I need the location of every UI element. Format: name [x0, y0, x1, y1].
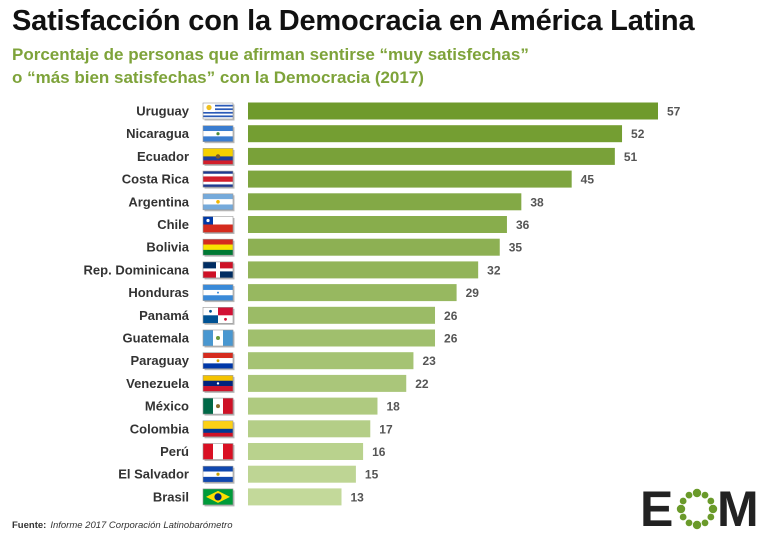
- peru-flag-icon: [202, 443, 235, 461]
- data-label: 57: [667, 105, 681, 119]
- data-label: 26: [444, 309, 458, 323]
- dominican-republic-flag-icon: [202, 261, 235, 280]
- eom-logo: E M: [640, 484, 759, 530]
- logo-dot: [685, 491, 693, 499]
- data-label: 32: [487, 263, 501, 277]
- category-label: Rep. Dominicana: [84, 262, 190, 277]
- bar-venezuela: [248, 374, 407, 392]
- bar-bolivia: [248, 238, 500, 256]
- category-label: Colombia: [130, 421, 190, 436]
- logo-dot: [701, 519, 709, 527]
- logo-dot: [676, 504, 686, 514]
- bar-honduras: [248, 284, 457, 302]
- bar-argentina: [248, 193, 522, 211]
- colombia-flag-icon: [202, 420, 235, 439]
- data-label: 18: [386, 400, 400, 414]
- nicaragua-flag-icon: [202, 125, 235, 144]
- category-label: Perú: [160, 444, 189, 459]
- paraguay-flag-icon: [202, 352, 235, 371]
- category-label: México: [145, 399, 189, 414]
- bar-per-: [248, 443, 364, 460]
- logo-letter-m: M: [717, 484, 759, 530]
- bar-rep-dominicana: [248, 261, 479, 279]
- bar-uruguay: [248, 102, 658, 120]
- data-label: 13: [351, 490, 365, 504]
- guatemala-flag-icon: [202, 329, 235, 348]
- brazil-flag-icon: [202, 488, 235, 507]
- chart-subtitle: Porcentaje de personas que afirman senti…: [12, 43, 529, 89]
- logo-dot: [707, 497, 715, 505]
- data-label: 16: [372, 445, 386, 459]
- category-label: Bolivia: [146, 240, 189, 255]
- category-label: Venezuela: [126, 376, 190, 391]
- data-label: 23: [422, 354, 436, 368]
- logo-dot: [692, 520, 702, 530]
- data-label: 26: [444, 332, 458, 346]
- category-label: Uruguay: [136, 104, 190, 119]
- category-label: Brasil: [153, 489, 189, 504]
- ring-of-dots-logo-icon: [676, 488, 718, 530]
- bar-brasil: [248, 488, 342, 506]
- source-note: Fuente: Informe 2017 Corporación Latinoba…: [12, 520, 233, 531]
- category-label: Ecuador: [137, 149, 189, 164]
- category-label: Chile: [157, 217, 189, 232]
- logo-dot: [708, 504, 718, 514]
- bar-ecuador: [248, 147, 615, 165]
- venezuela-flag-icon: [202, 375, 235, 393]
- el-salvador-flag-icon: [202, 465, 235, 484]
- category-label: Paraguay: [130, 353, 189, 368]
- logo-letter-e: E: [640, 484, 673, 530]
- data-label: 52: [631, 127, 645, 141]
- bar-costa-rica: [248, 170, 572, 188]
- category-label: Nicaragua: [126, 126, 190, 141]
- logo-dot: [685, 519, 693, 527]
- logo-dot: [701, 491, 709, 499]
- subtitle-line-1: Porcentaje de personas que afirman senti…: [12, 45, 529, 64]
- data-label: 45: [581, 173, 595, 187]
- data-label: 36: [516, 218, 530, 232]
- subtitle-line-2: o “más bien satisfechas” con la Democrac…: [12, 68, 424, 87]
- costa-rica-flag-icon: [202, 170, 235, 189]
- bar-nicaragua: [248, 125, 623, 143]
- category-label: Argentina: [128, 194, 189, 209]
- chart-title: Satisfacción con la Democracia en Améric…: [12, 5, 695, 37]
- bolivia-flag-icon: [202, 238, 235, 257]
- data-label: 29: [466, 286, 480, 300]
- category-label: El Salvador: [118, 467, 189, 482]
- data-label: 17: [379, 422, 393, 436]
- bar-el-salvador: [248, 465, 356, 483]
- data-label: 22: [415, 377, 429, 391]
- argentina-flag-icon: [202, 193, 235, 212]
- category-label: Honduras: [128, 285, 189, 300]
- data-label: 15: [365, 468, 379, 482]
- logo-dot: [679, 497, 687, 505]
- category-label: Costa Rica: [122, 172, 190, 187]
- panama-flag-icon: [202, 306, 235, 325]
- data-label: 38: [530, 195, 544, 209]
- bar-colombia: [248, 420, 371, 438]
- bar-chile: [248, 216, 507, 233]
- honduras-flag-icon: [202, 284, 235, 303]
- logo-dot: [679, 513, 687, 521]
- source-text: Informe 2017 Corporación Latinobarómetro: [50, 520, 233, 531]
- chile-flag-icon: [202, 216, 235, 234]
- category-label: Panamá: [139, 308, 190, 323]
- bar-paraguay: [248, 352, 414, 370]
- data-label: 35: [509, 241, 523, 255]
- mexico-flag-icon: [202, 397, 235, 416]
- data-label: 51: [624, 150, 638, 164]
- bar-guatemala: [248, 329, 436, 347]
- source-label: Fuente:: [12, 520, 47, 531]
- bar-m-xico: [248, 397, 378, 415]
- category-label: Guatemala: [123, 331, 190, 346]
- logo-dot: [707, 513, 715, 521]
- logo-dot: [692, 488, 702, 498]
- bar-panam-: [248, 306, 436, 324]
- uruguay-flag-icon: [202, 102, 235, 121]
- ecuador-flag-icon: [202, 148, 235, 166]
